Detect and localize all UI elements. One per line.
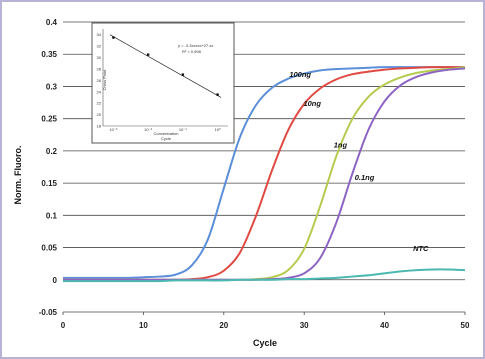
inset-y-tick-label: 26 xyxy=(97,78,102,83)
y-tick-label: 0.05 xyxy=(41,244,57,253)
y-tick-label: 0 xyxy=(53,276,58,285)
y-tick-label: 0.35 xyxy=(41,50,57,59)
inset-y-tick-label: 34 xyxy=(97,32,102,37)
series-line-ntc xyxy=(62,268,466,283)
inset-y-tick-label: 24 xyxy=(97,89,102,94)
series-labels: 100ng 10ng 1ng 0.1ng NTC xyxy=(289,70,429,253)
inset-x-tick-label: 10⁻² xyxy=(144,127,153,132)
inset-r-squared: R² = 0.998 xyxy=(182,49,202,54)
inset-y-tick-label: 32 xyxy=(97,44,102,49)
inset-x-tick-label: 10⁻³ xyxy=(109,127,118,132)
x-tick-label: 0 xyxy=(61,321,66,330)
inset-y-tick-label: 22 xyxy=(97,101,102,106)
inset-x-label: Concentration xyxy=(154,131,179,136)
inset-data-point xyxy=(112,36,115,39)
series-label-1ng: 1ng xyxy=(334,141,348,150)
y-tick-label: 0.25 xyxy=(41,115,57,124)
y-tick-label: 0.1 xyxy=(46,211,58,220)
series-label-100ng: 100ng xyxy=(289,70,311,79)
inset-plot: 34 32 30 28 26 24 22 20 18 10⁻³ 10⁻² 10⁻¹ 10⁰ xyxy=(97,29,228,132)
y-tick-label: 0.15 xyxy=(41,179,57,188)
series-line-100ng xyxy=(62,66,465,279)
inset-y-tick-label: 28 xyxy=(97,66,102,71)
inset-data-point xyxy=(216,93,219,96)
y-tick-label: 0.2 xyxy=(46,147,58,156)
inset-data-point xyxy=(146,53,150,56)
inset-fit-line xyxy=(109,34,222,98)
inset-x-tick-label: 10⁰ xyxy=(215,127,221,132)
inset-x-note: Cycle xyxy=(161,136,172,141)
series-label-ntc: NTC xyxy=(413,244,429,253)
x-tick-label: 10 xyxy=(139,321,148,330)
inset-equation: y = -3.3xxxxx+27.xx xyxy=(178,43,213,48)
x-tick-label: 20 xyxy=(219,321,228,330)
x-axis-label: Cycle xyxy=(253,338,277,348)
y-axis-label: Norm. Fluoro. xyxy=(13,146,23,205)
series-lines xyxy=(62,66,466,283)
standard-curve-inset: 34 32 30 28 26 24 22 20 18 10⁻³ 10⁻² 10⁻¹ 10⁰ y = -3… xyxy=(91,22,235,144)
inset-y-label: Cross Point xyxy=(102,69,107,91)
y-tick-label: 0.3 xyxy=(46,82,58,91)
y-tick-label: -0.05 xyxy=(39,308,58,317)
inset-x-tick-label: 10⁻¹ xyxy=(179,127,188,132)
y-tick-label: 0.4 xyxy=(46,18,58,27)
inset-y-tick-label: 18 xyxy=(97,124,102,129)
inset-frame xyxy=(91,22,235,144)
x-tick-label: 40 xyxy=(380,321,389,330)
series-label-0-1ng: 0.1ng xyxy=(355,173,375,182)
inset-data-point xyxy=(181,73,185,76)
x-tick-label: 50 xyxy=(461,321,470,330)
inset-y-tick-label: 30 xyxy=(97,55,102,60)
x-tick-label: 30 xyxy=(300,321,309,330)
inset-y-tick-label: 20 xyxy=(97,112,102,117)
series-label-10ng: 10ng xyxy=(303,99,321,108)
